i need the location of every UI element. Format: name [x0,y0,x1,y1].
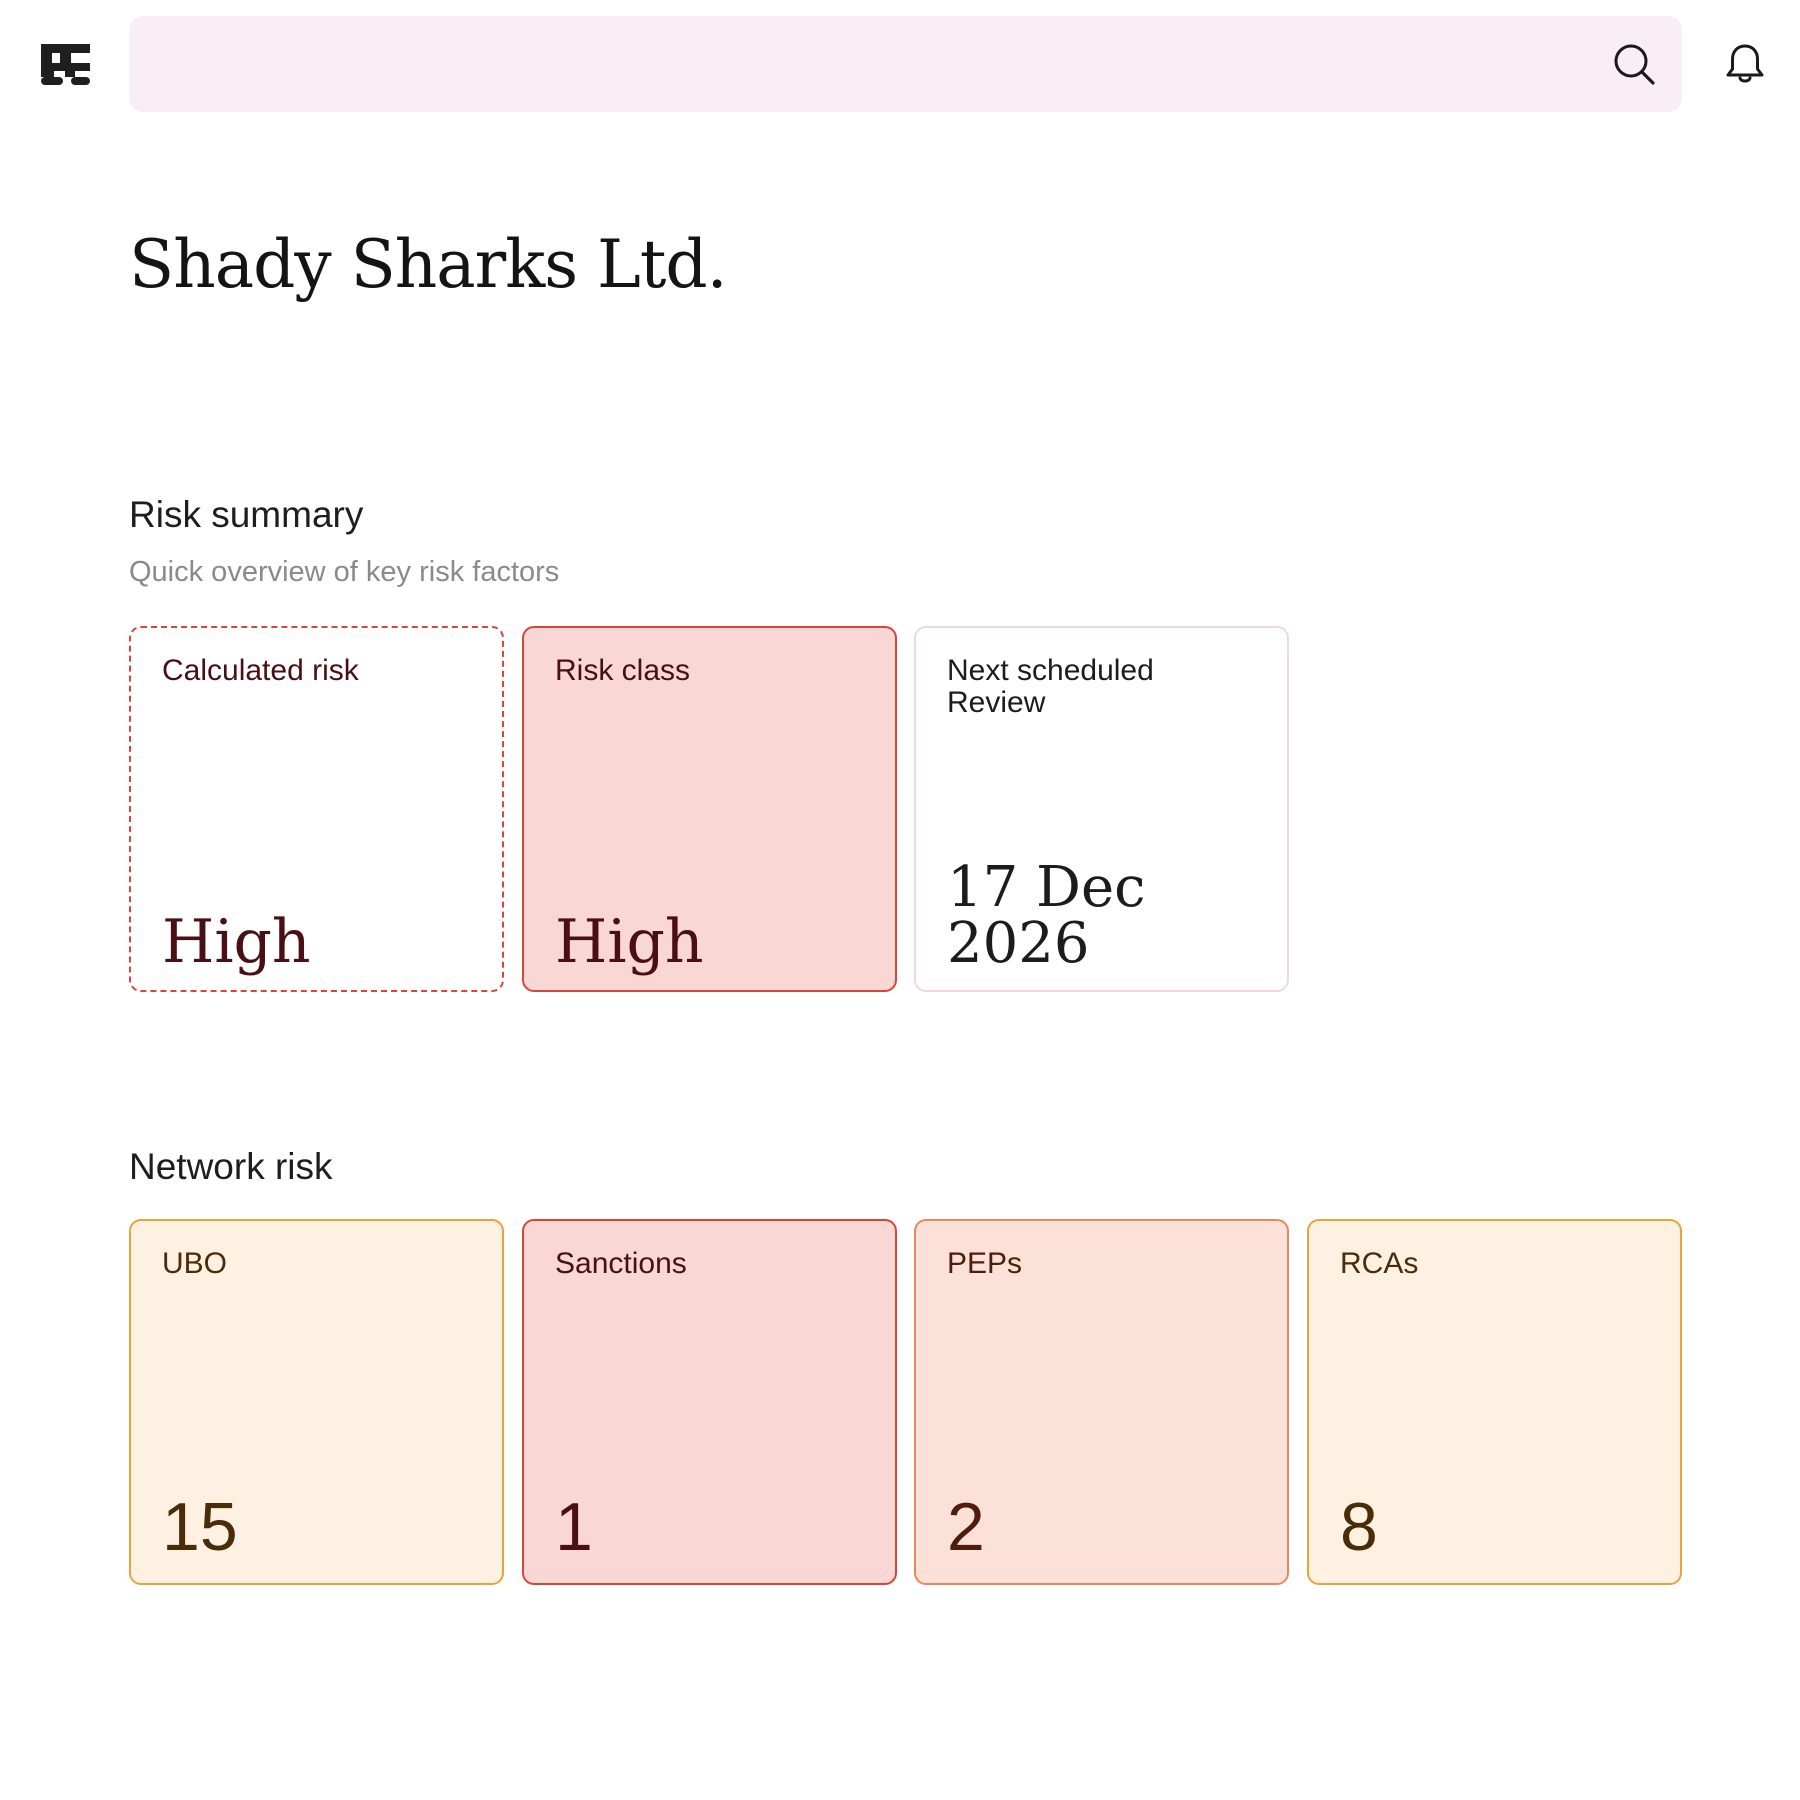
risk-class-card[interactable]: Risk class High [522,626,897,992]
card-value: High [555,907,704,977]
card-label: RCAs [1340,1247,1419,1280]
card-value: 2 [947,1489,985,1565]
brand-logo-icon[interactable] [41,44,90,85]
search-bar[interactable] [129,16,1682,114]
network-risk-title: Network risk [129,1146,333,1187]
card-label: Sanctions [555,1247,687,1280]
bell-icon[interactable] [1723,42,1767,86]
card-label: Next scheduled Review [947,654,1154,719]
risk-summary-title: Risk summary [129,494,364,535]
page-title: Shady Sharks Ltd. [129,226,728,303]
card-value: High [162,907,311,977]
sanctions-card[interactable]: Sanctions 1 [522,1219,897,1585]
rcas-card[interactable]: RCAs 8 [1307,1219,1682,1585]
risk-summary-subtitle: Quick overview of key risk factors [129,556,560,588]
ubo-card[interactable]: UBO 15 [129,1219,504,1585]
search-input[interactable] [153,16,1597,114]
card-label: UBO [162,1247,228,1280]
search-icon[interactable] [1612,42,1656,86]
next-review-card[interactable]: Next scheduled Review 17 Dec 2026 [914,626,1289,992]
peps-card[interactable]: PEPs 2 [914,1219,1289,1585]
card-value: 15 [162,1489,238,1565]
card-value: 17 Dec 2026 [947,855,1146,976]
calculated-risk-card[interactable]: Calculated risk High [129,626,504,992]
card-label: Risk class [555,654,691,687]
card-value: 1 [555,1489,593,1565]
card-value: 8 [1340,1489,1378,1565]
card-label: Calculated risk [162,654,359,687]
card-label: PEPs [947,1247,1023,1280]
